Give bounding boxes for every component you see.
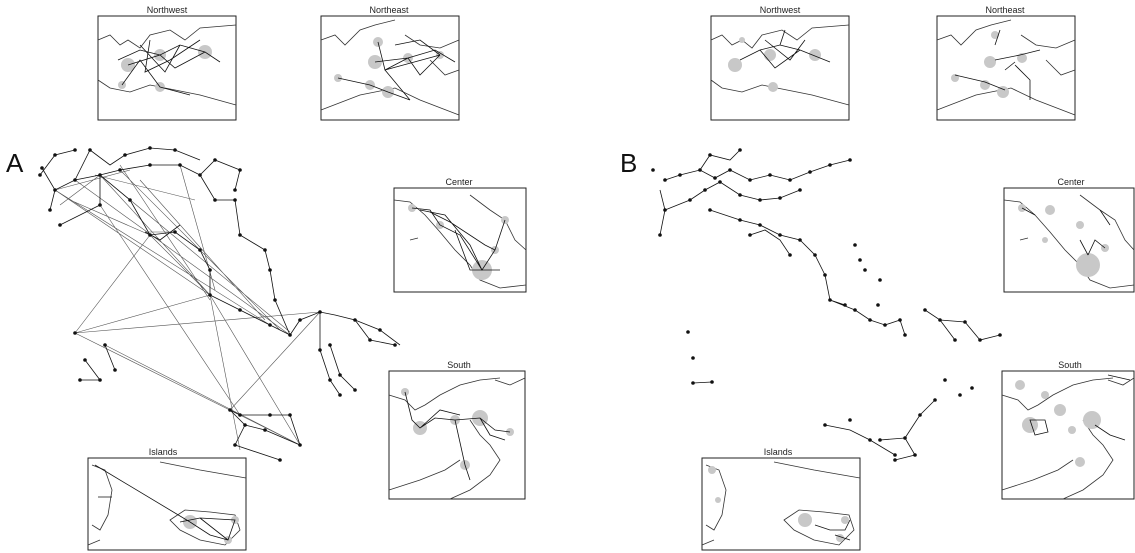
inset-islands-b: Islands <box>701 447 861 551</box>
inset-northeast-a: Northeast <box>320 5 460 121</box>
inset-frame <box>1003 187 1135 293</box>
panel-b: B <box>620 5 1135 551</box>
coastline <box>320 19 460 116</box>
inset-edges <box>117 39 221 96</box>
panel-b-local-edges <box>659 149 1001 461</box>
inset-title: Northeast <box>985 5 1025 15</box>
inset-title: South <box>1058 360 1082 370</box>
inset-south-a: South <box>388 360 526 500</box>
inset-south-b: South <box>1001 360 1135 500</box>
coastline <box>97 24 237 106</box>
panel-a-nodes <box>38 146 397 462</box>
panel-a-local-edges <box>39 147 401 461</box>
inset-title: Islands <box>149 447 178 457</box>
coastline <box>936 19 1076 116</box>
panel-a: A <box>6 5 527 551</box>
inset-northwest-b: Northwest <box>710 5 850 121</box>
panel-b-isolated-edge <box>692 381 713 384</box>
inset-islands-a: Islands <box>87 447 247 551</box>
inset-northwest-a: Northwest <box>97 5 237 121</box>
inset-title: Northeast <box>369 5 409 15</box>
inset-title: Center <box>445 177 472 187</box>
inset-title: South <box>447 360 471 370</box>
panel-a-main-network <box>38 146 401 462</box>
inset-title: Northwest <box>147 5 188 15</box>
inset-edges <box>739 29 831 69</box>
coastline <box>701 461 861 546</box>
coastline <box>1001 377 1135 500</box>
coastline <box>87 461 247 546</box>
inset-title: Center <box>1057 177 1084 187</box>
inset-frame <box>701 457 861 551</box>
inset-frame <box>936 15 1076 121</box>
panel-a-long-edges <box>54 164 321 451</box>
coastline <box>388 377 526 500</box>
coastline <box>710 24 850 106</box>
inset-frame <box>393 187 527 293</box>
inset-center-a: Center <box>393 177 527 293</box>
panel-b-letter: B <box>620 148 637 178</box>
inset-center-b: Center <box>1003 177 1135 293</box>
inset-edges <box>954 29 1041 100</box>
inset-frame <box>1001 370 1135 500</box>
panel-b-main-network <box>651 148 1002 462</box>
inset-edges <box>337 39 456 101</box>
inset-frame <box>87 457 247 551</box>
inset-edges <box>94 464 236 541</box>
inset-edges <box>411 207 506 271</box>
inset-frame <box>388 370 526 500</box>
inset-frame <box>320 15 460 121</box>
inset-title: Islands <box>764 447 793 457</box>
panel-a-letter: A <box>6 148 24 178</box>
inset-edges <box>404 391 511 481</box>
panel-b-nodes <box>651 148 1002 462</box>
inset-edges <box>1021 207 1111 256</box>
inset-edges <box>1029 374 1131 441</box>
inset-title: Northwest <box>760 5 801 15</box>
inset-edges <box>814 519 851 541</box>
inset-northeast-b: Northeast <box>936 5 1076 121</box>
